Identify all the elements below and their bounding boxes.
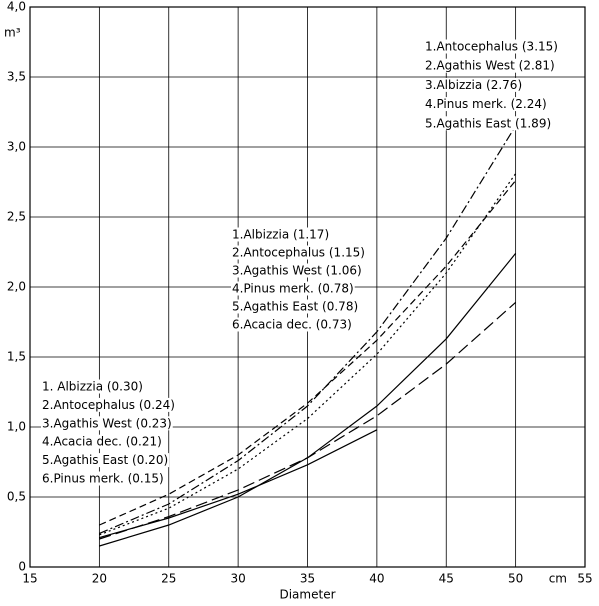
annotation-bg — [231, 227, 331, 242]
annotation: 1.Antocephalus (3.15) — [425, 40, 558, 54]
series-line — [99, 173, 517, 536]
x-tick-label: 30 — [230, 572, 245, 586]
annotation-bg — [41, 471, 165, 486]
annotation: 3.Agathis West (0.23) — [42, 416, 172, 430]
annotation-bg — [41, 416, 173, 431]
plot-frame — [29, 6, 586, 568]
annotation: 4.Acacia dec. (0.21) — [42, 435, 162, 449]
x-tick-label: 20 — [92, 572, 107, 586]
x-tick-label: 50 — [508, 572, 523, 586]
x-axis-label: Diameter — [279, 588, 335, 602]
y-tick-label: 2,0 — [7, 280, 26, 294]
x-unit: cm — [549, 572, 567, 586]
annotation: 5.Agathis East (1.89) — [425, 116, 551, 130]
annotation: 1.Albizzia (1.17) — [232, 228, 329, 242]
y-tick-label: 1,5 — [7, 350, 26, 364]
y-tick-label: 0,5 — [7, 490, 26, 504]
series-line — [99, 180, 517, 526]
annotation: 4.Pinus merk. (0.78) — [232, 282, 354, 296]
series-line — [99, 125, 517, 534]
annotation: 2.Antocephalus (0.24) — [42, 398, 175, 412]
annotation: 5.Agathis East (0.78) — [232, 300, 358, 314]
annotation: 2.Agathis West (2.81) — [425, 59, 555, 73]
annotation: 4.Pinus merk. (2.24) — [425, 97, 547, 111]
y-tick-label: 3,5 — [7, 70, 26, 84]
annotation-bg — [41, 453, 170, 468]
x-tick-label: 55 — [577, 572, 592, 586]
annotation-bg — [231, 299, 360, 314]
annotation-bg — [41, 434, 163, 449]
annotation-bg — [231, 245, 366, 260]
y-tick-label: 2,5 — [7, 210, 26, 224]
annotation-bg — [231, 317, 353, 332]
x-tick-label: 45 — [439, 572, 454, 586]
x-tick-label: 15 — [22, 572, 37, 586]
annotation-bg — [424, 77, 524, 92]
y-tick-label: 4,0 — [7, 0, 26, 14]
annotation: 6.Acacia dec. (0.73) — [232, 318, 352, 332]
y-tick-label: 0 — [18, 560, 26, 574]
y-unit: m³ — [4, 26, 21, 40]
annotation-bg — [424, 97, 548, 112]
x-tick-label: 40 — [369, 572, 384, 586]
x-tick-label: 35 — [300, 572, 315, 586]
x-tick-label: 25 — [161, 572, 176, 586]
y-tick-label: 3,0 — [7, 140, 26, 154]
annotation-bg — [424, 39, 559, 54]
annotation: 2.Antocephalus (1.15) — [232, 246, 365, 260]
annotation: 3.Albizzia (2.76) — [425, 78, 522, 92]
annotation-bg — [231, 263, 363, 278]
annotation: 3.Agathis West (1.06) — [232, 264, 362, 278]
series-line — [99, 429, 378, 539]
annotation-bg — [424, 58, 556, 73]
annotation-bg — [41, 379, 144, 394]
annotation: 5.Agathis East (0.20) — [42, 453, 168, 467]
annotation: 1. Albizzia (0.30) — [42, 380, 143, 394]
annotation: 6.Pinus merk. (0.15) — [42, 472, 164, 486]
annotation-bg — [231, 281, 355, 296]
annotation-bg — [424, 116, 553, 131]
annotation-bg — [41, 397, 176, 412]
series-line — [99, 301, 516, 540]
y-tick-label: 1,0 — [7, 420, 26, 434]
